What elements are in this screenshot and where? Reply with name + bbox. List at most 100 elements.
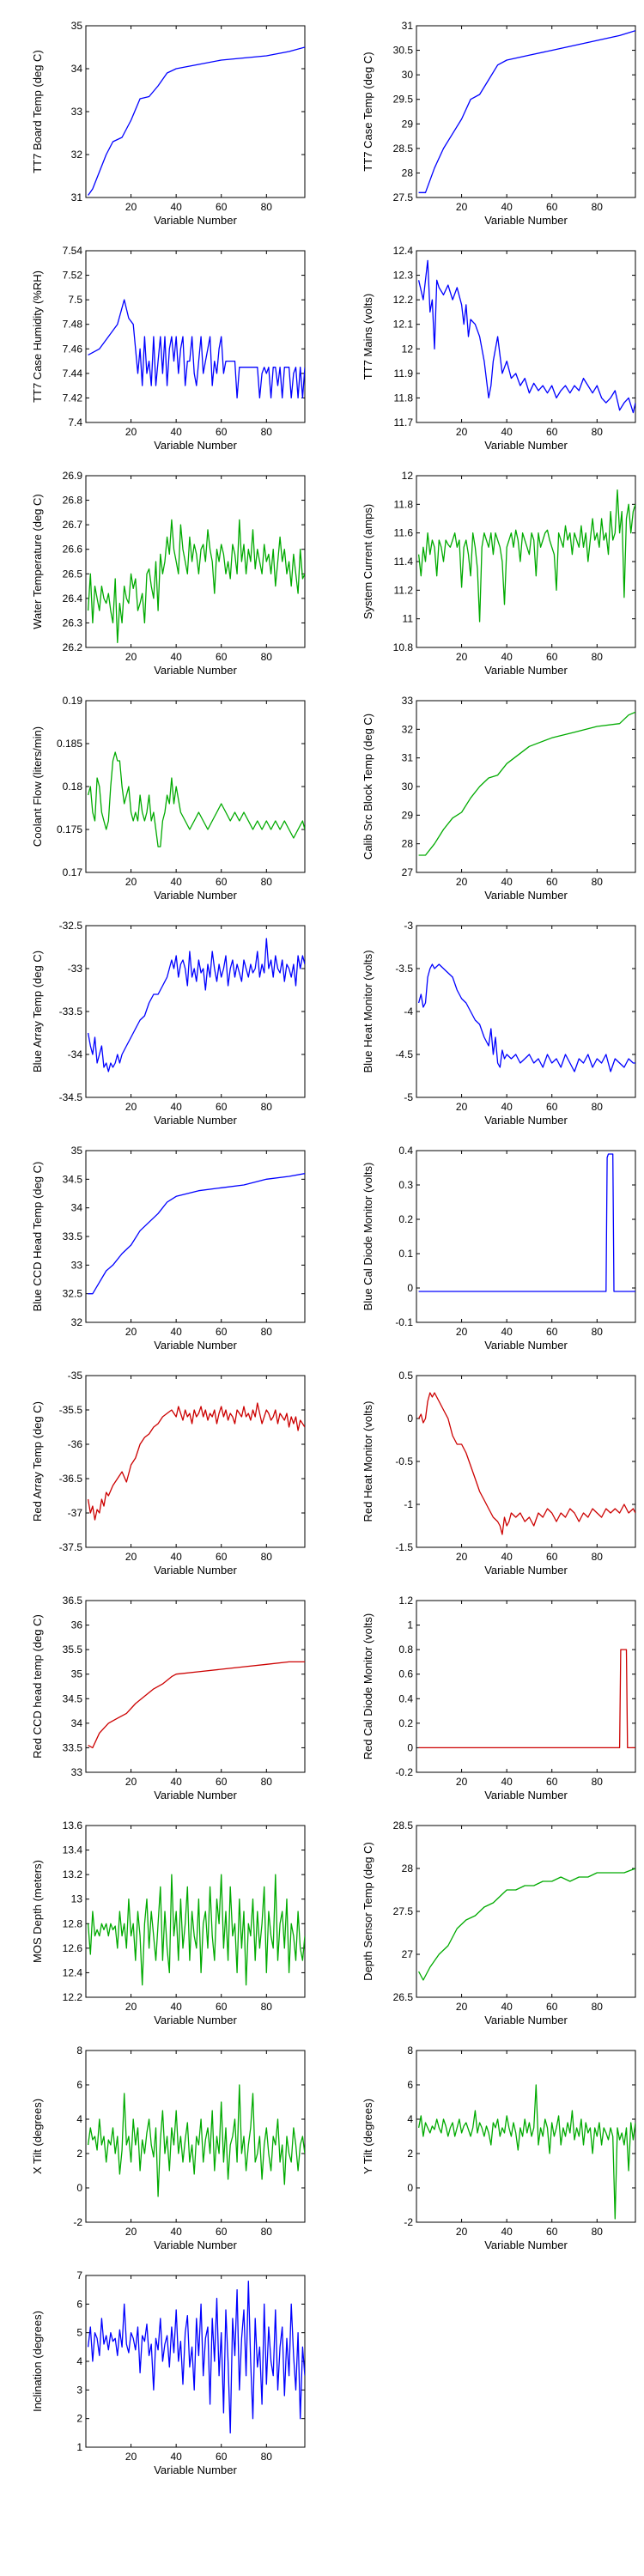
y-tick-label: 12.4 [393, 245, 414, 257]
x-tick-label: 40 [501, 1551, 513, 1563]
y-tick-label: 11.4 [394, 556, 414, 568]
x-tick-label: 20 [125, 651, 137, 663]
y-tick-label: 12.1 [393, 319, 414, 331]
y-tick-label: -36.5 [59, 1473, 83, 1485]
y-tick-label: 27.5 [393, 191, 414, 204]
y-tick-label: 32 [402, 723, 414, 735]
y-axis-label: Red Array Temp (deg C) [31, 1401, 44, 1522]
x-tick-label: 60 [546, 1551, 558, 1563]
chart-panel: 27 28 29 30 31 32 33 20 40 60 80 Variable Number Cal… [361, 695, 636, 902]
x-axis-label: Variable Number [154, 1339, 237, 1352]
y-tick-label: 26.7 [63, 519, 83, 531]
plot-area [416, 25, 636, 198]
x-tick-label: 60 [216, 201, 228, 213]
series-line [88, 1661, 305, 1749]
x-tick-label: 20 [125, 2001, 137, 2013]
plot-area [85, 1825, 306, 1998]
series-line [87, 2281, 305, 2433]
series-line [88, 299, 305, 399]
y-tick-label: -34 [68, 1048, 83, 1060]
chart-panel: -34.5 -34 -33.5 -33 -32.5 20 40 60 80 Variable Nu… [31, 920, 306, 1127]
y-tick-label: 34 [71, 63, 83, 75]
series-line [418, 711, 635, 856]
y-tick-label: 0 [76, 2182, 82, 2194]
y-tick-label: 7.52 [63, 270, 83, 282]
y-tick-label: 11.6 [394, 527, 414, 539]
y-tick-label: 12.3 [393, 270, 414, 282]
x-tick-label: 20 [456, 201, 468, 213]
y-tick-label: -36 [68, 1438, 83, 1450]
y-axis-label: System Current (amps) [361, 504, 374, 619]
y-tick-label: 13.6 [63, 1820, 83, 1832]
chart-panel: -5 -4.5 -4 -3.5 -3 20 40 60 80 Variable Number Blu… [361, 920, 636, 1127]
x-tick-label: 60 [216, 1776, 228, 1788]
y-tick-label: 0.3 [398, 1179, 413, 1191]
y-tick-label: 10.8 [393, 641, 414, 653]
chart-panel: -0.2 0 0.2 0.4 0.6 0.8 1 1.2 20 40 60 80 Variable Nu… [361, 1595, 636, 1801]
chart-panel: 27.5 28 28.5 29 29.5 30 30.5 31 20 40 60 80 Variable… [361, 20, 636, 227]
plot-area [416, 925, 636, 1098]
y-tick-label: 4 [76, 2355, 82, 2367]
x-tick-label: 80 [261, 1326, 273, 1338]
x-tick-label: 60 [546, 2001, 558, 2013]
y-tick-label: 3 [76, 2384, 82, 2396]
x-axis-label: Variable Number [154, 214, 237, 227]
y-tick-label: 0.1 [398, 1248, 413, 1260]
series-line [418, 1153, 635, 1292]
y-tick-label: 31 [402, 752, 414, 764]
y-tick-label: 28 [402, 838, 414, 850]
x-axis-label: Variable Number [154, 1114, 237, 1127]
x-tick-label: 60 [546, 651, 558, 663]
y-tick-label: 1 [76, 2441, 82, 2453]
chart-panel: 26.2 26.3 26.4 26.5 26.6 26.7 26.8 26.9 20 40 60 80… [31, 470, 306, 677]
x-axis-label: Variable Number [154, 2239, 237, 2251]
series-line [418, 30, 635, 193]
y-tick-label: 12 [402, 343, 414, 355]
y-tick-label: -3.5 [395, 963, 413, 975]
y-tick-label: -3 [404, 920, 413, 932]
x-tick-label: 60 [216, 1551, 228, 1563]
x-tick-label: 20 [125, 201, 137, 213]
x-tick-label: 60 [216, 1326, 228, 1338]
x-tick-label: 40 [170, 201, 182, 213]
y-tick-label: 33.5 [63, 1741, 83, 1753]
y-tick-label: 0.8 [398, 1643, 413, 1656]
y-tick-label: 7.46 [63, 343, 83, 355]
x-tick-label: 20 [456, 2001, 468, 2013]
y-tick-label: -0.1 [395, 1316, 413, 1328]
y-tick-label: -0.5 [395, 1455, 413, 1467]
y-tick-label: 4 [407, 2113, 413, 2125]
chart-panel: 10.8 11 11.2 11.4 11.6 11.8 12 20 40 60 80 Variable… [361, 470, 636, 677]
y-tick-label: 36 [71, 1619, 83, 1631]
x-axis-label: Variable Number [154, 889, 237, 902]
x-tick-label: 60 [546, 1326, 558, 1338]
x-tick-label: 80 [261, 426, 273, 438]
y-tick-label: -1 [404, 1498, 413, 1510]
series-line [417, 259, 635, 414]
x-tick-label: 40 [501, 876, 513, 888]
plot-area [85, 2050, 306, 2223]
y-tick-label: 4 [76, 2113, 82, 2125]
x-axis-label: Variable Number [484, 1564, 568, 1577]
y-axis-label: Y Tilt (degrees) [361, 2099, 374, 2174]
x-tick-label: 40 [501, 651, 513, 663]
y-tick-label: 7.42 [63, 392, 83, 404]
y-tick-label: 11 [403, 613, 414, 625]
x-tick-label: 40 [170, 2226, 182, 2238]
y-tick-label: 26.2 [63, 641, 83, 653]
x-tick-label: 80 [261, 651, 273, 663]
x-tick-label: 40 [170, 1551, 182, 1563]
x-axis-label: Variable Number [154, 2464, 237, 2476]
chart-panel: 1 2 3 4 5 6 7 20 40 60 80 Variable Number Inclinatio… [31, 2269, 306, 2476]
y-tick-label: 31 [71, 191, 83, 204]
y-axis-label: Water Temperature (deg C) [31, 494, 44, 629]
x-axis-label: Variable Number [154, 1789, 237, 1801]
x-axis-label: Variable Number [484, 664, 568, 677]
y-tick-label: 0.185 [57, 738, 82, 750]
x-axis-label: Variable Number [484, 1114, 568, 1127]
y-tick-label: 2 [76, 2413, 82, 2425]
x-tick-label: 40 [501, 1101, 513, 1113]
y-tick-label: 0.2 [398, 1717, 413, 1729]
y-tick-label: 32 [71, 149, 83, 161]
x-axis-label: Variable Number [484, 214, 568, 227]
